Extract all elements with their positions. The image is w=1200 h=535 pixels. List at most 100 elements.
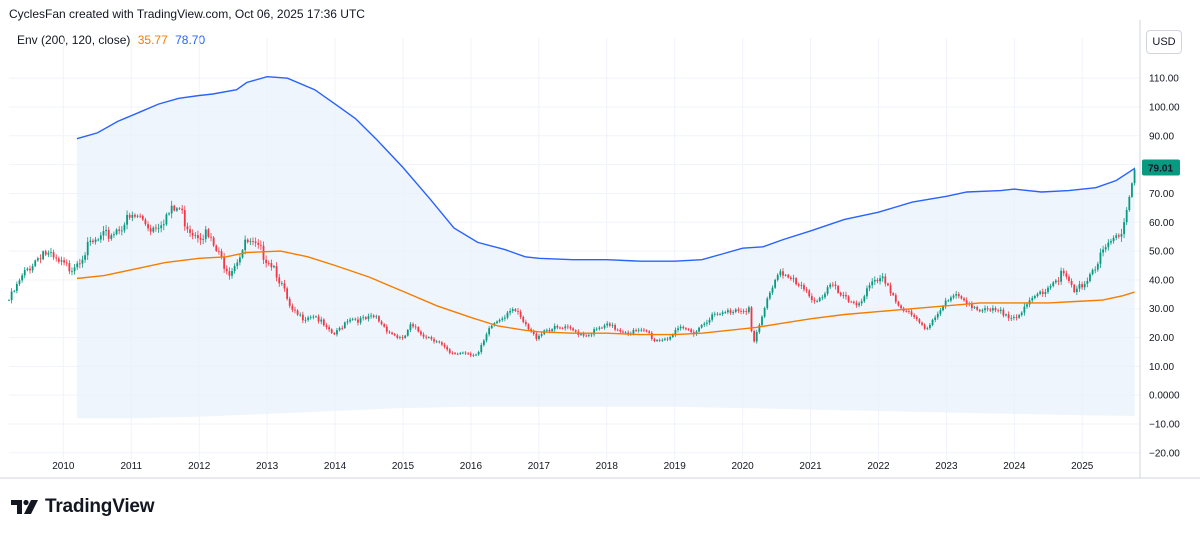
candle-body xyxy=(860,301,863,304)
candle-body xyxy=(217,250,220,252)
candle-body xyxy=(910,311,913,315)
candle-body xyxy=(191,232,194,236)
tradingview-logo[interactable]: TradingView xyxy=(11,496,155,518)
candle-body xyxy=(965,300,968,304)
time-tick-label: 2019 xyxy=(664,461,687,472)
candle-body xyxy=(26,268,29,270)
candle-body xyxy=(973,307,976,308)
candle-body xyxy=(868,285,871,289)
candle-body xyxy=(1123,222,1125,235)
candle-body xyxy=(1120,234,1123,237)
candle-body xyxy=(215,245,218,251)
candle-body xyxy=(887,283,889,286)
candle-body xyxy=(517,310,519,312)
candle-body xyxy=(792,278,795,280)
candle-body xyxy=(580,333,582,335)
time-tick-label: 2016 xyxy=(460,461,483,472)
tradingview-logo-text: TradingView xyxy=(45,496,155,517)
candle-body xyxy=(13,290,16,292)
candle-body xyxy=(876,279,879,282)
last-price-box xyxy=(1142,159,1180,176)
candle-body xyxy=(574,330,577,332)
candle-body xyxy=(176,208,178,211)
candle-body xyxy=(461,352,464,354)
candle-body xyxy=(771,287,774,293)
candle-body xyxy=(511,309,514,312)
candle-body xyxy=(155,227,157,229)
candle-body xyxy=(168,213,170,215)
candle-body xyxy=(330,329,333,333)
time-tick-label: 2010 xyxy=(52,461,75,472)
candle-body xyxy=(451,352,454,354)
indicator-legend[interactable]: Env (200, 120, close) 35.77 78.70 xyxy=(17,33,205,47)
candle-body xyxy=(587,335,590,336)
candle-body xyxy=(782,271,784,276)
candle-body xyxy=(162,224,165,226)
candle-body xyxy=(847,296,850,302)
candle-body xyxy=(1047,287,1049,293)
candle-body xyxy=(10,291,13,301)
candle-body xyxy=(105,229,107,232)
candle-body xyxy=(420,331,422,335)
candle-body xyxy=(1096,263,1099,270)
candle-body xyxy=(936,313,939,318)
candle-body xyxy=(199,238,202,240)
candle-body xyxy=(160,225,163,229)
candle-body xyxy=(194,235,197,236)
candle-body xyxy=(737,309,740,311)
candle-body xyxy=(622,331,624,333)
candle-body xyxy=(149,228,152,232)
currency-button[interactable]: USD xyxy=(1146,30,1182,54)
candle-body xyxy=(1044,292,1047,294)
candle-body xyxy=(831,284,834,286)
candle-body xyxy=(212,237,215,246)
candle-body xyxy=(312,316,315,318)
candle-body xyxy=(44,251,47,255)
candle-body xyxy=(524,322,527,325)
time-tick-label: 2021 xyxy=(799,461,822,472)
candle-body xyxy=(42,251,45,260)
candle-body xyxy=(349,319,351,322)
candle-body xyxy=(976,307,979,310)
candle-body xyxy=(703,323,706,326)
candle-body xyxy=(1039,291,1042,294)
candle-body xyxy=(71,271,73,273)
candle-body xyxy=(291,305,294,310)
candle-body xyxy=(661,339,664,341)
price-tick-label: 110.00 xyxy=(1149,74,1179,85)
candle-body xyxy=(866,288,868,297)
candle-body xyxy=(144,219,147,225)
candle-body xyxy=(469,353,472,356)
candle-body xyxy=(645,330,648,332)
candle-body xyxy=(139,215,142,217)
candle-body xyxy=(430,337,433,340)
candle-body xyxy=(273,266,275,268)
candle-body xyxy=(1075,288,1078,293)
candle-body xyxy=(818,297,821,302)
candle-body xyxy=(259,244,262,246)
price-axis[interactable]: 110.00100.0090.0080.0070.0060.0050.0040.… xyxy=(1149,74,1180,460)
candle-body xyxy=(999,309,1002,311)
candle-body xyxy=(926,327,929,329)
candle-body xyxy=(1117,235,1120,237)
candle-body xyxy=(1070,280,1073,285)
candle-body xyxy=(456,353,459,355)
candle-body xyxy=(624,332,627,334)
candle-body xyxy=(797,284,800,286)
time-tick-label: 2024 xyxy=(1003,461,1026,472)
tradingview-logo-icon xyxy=(11,499,38,514)
candle-body xyxy=(548,329,551,332)
candle-body xyxy=(685,328,687,330)
candle-body xyxy=(1068,276,1070,281)
candle-body xyxy=(981,310,984,312)
candle-body xyxy=(918,319,921,323)
candle-body xyxy=(1086,280,1089,284)
candle-body xyxy=(304,319,307,321)
candle-body xyxy=(414,326,417,328)
candle-body xyxy=(897,301,900,306)
candle-body xyxy=(519,311,522,317)
time-tick-label: 2025 xyxy=(1071,461,1094,472)
candle-body xyxy=(611,325,614,326)
time-axis[interactable]: 2010 2011 2012 2013 2014 2015 2016 2017 2018 2019… xyxy=(52,461,1094,472)
